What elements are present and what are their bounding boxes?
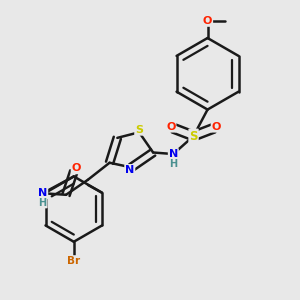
Text: H: H: [169, 159, 177, 169]
Text: N: N: [169, 149, 178, 159]
Text: O: O: [72, 164, 81, 173]
Text: Br: Br: [67, 256, 80, 266]
Text: N: N: [125, 165, 134, 175]
Text: S: S: [189, 130, 198, 142]
Text: O: O: [203, 16, 212, 26]
Text: O: O: [166, 122, 176, 132]
Text: S: S: [135, 125, 143, 135]
Text: N: N: [38, 188, 47, 198]
Text: O: O: [212, 122, 221, 132]
Text: H: H: [39, 198, 47, 208]
